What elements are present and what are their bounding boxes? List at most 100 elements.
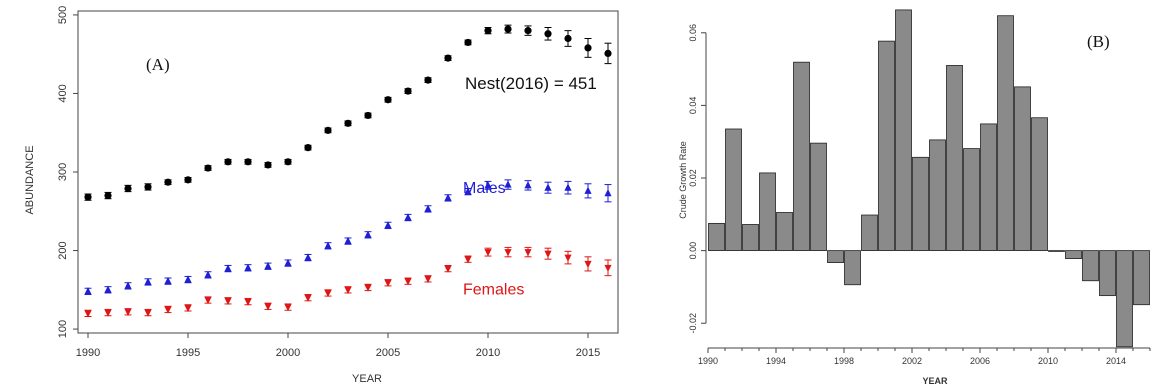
data-point — [304, 253, 312, 261]
data-point — [244, 263, 252, 271]
data-point — [564, 183, 572, 191]
bar — [742, 224, 759, 252]
data-point — [84, 193, 92, 201]
bar — [861, 214, 878, 252]
bar — [1133, 250, 1150, 306]
data-point — [464, 256, 472, 264]
panel-b-label: (B) — [1087, 32, 1110, 51]
bar — [929, 139, 946, 252]
x-tick-label: 2010 — [1038, 356, 1058, 366]
y-tick-label: -0.02 — [688, 313, 698, 334]
bar — [708, 222, 725, 252]
bar — [878, 40, 895, 252]
data-point — [224, 297, 232, 305]
data-point — [164, 276, 172, 285]
data-point — [224, 264, 232, 272]
data-point — [424, 204, 432, 212]
data-point — [444, 193, 452, 201]
data-point — [564, 34, 572, 43]
data-point — [344, 286, 352, 295]
data-point — [544, 30, 552, 38]
data-point — [584, 186, 592, 194]
panel-b-y-axis-label: Crude Growth Rate — [678, 141, 688, 219]
data-point — [384, 279, 392, 287]
x-tick-label: 2000 — [276, 347, 300, 359]
data-point — [364, 230, 372, 238]
data-point — [284, 158, 292, 166]
data-point — [164, 178, 172, 186]
data-point — [104, 285, 112, 293]
data-point — [464, 38, 472, 47]
data-point — [84, 287, 92, 295]
data-point — [464, 187, 472, 195]
data-point — [544, 250, 552, 258]
data-point — [444, 54, 452, 62]
x-tick-label: 2014 — [1106, 356, 1126, 366]
x-tick-label: 1995 — [176, 347, 200, 359]
bar — [759, 172, 776, 252]
data-point — [524, 249, 532, 257]
data-point — [204, 270, 212, 278]
data-point — [444, 265, 452, 273]
data-point — [484, 27, 492, 35]
data-point — [264, 303, 272, 311]
y-tick-label: 400 — [57, 84, 69, 102]
bar — [844, 250, 861, 286]
bar — [810, 142, 827, 252]
panel-a-scatter-chart: 1990 1995 2000 2005 2010 2015100200300400500 … — [24, 6, 619, 385]
bar — [1031, 117, 1048, 252]
data-point — [164, 306, 172, 314]
data-point — [244, 158, 252, 166]
bar — [980, 123, 997, 252]
data-point — [304, 294, 312, 302]
data-point — [384, 221, 392, 229]
data-point — [204, 164, 212, 172]
bar — [827, 250, 844, 263]
bar — [912, 156, 929, 252]
data-point — [244, 298, 252, 306]
bar — [776, 212, 793, 252]
y-tick-label: 0.02 — [688, 169, 698, 187]
data-point — [604, 189, 612, 197]
y-tick-label: 100 — [57, 320, 69, 338]
data-point — [604, 264, 612, 273]
data-point — [584, 260, 592, 269]
series-label: Females — [463, 282, 524, 299]
data-point — [544, 183, 552, 191]
data-point — [224, 158, 232, 166]
data-point — [324, 126, 332, 134]
data-point — [184, 304, 192, 313]
y-tick-label: 200 — [57, 241, 69, 259]
x-tick-label: 2005 — [376, 347, 400, 359]
panel-b-axes: -0.02 0.00 0.02 0.04 0.06 1990 1994 1998 2002 200… — [688, 24, 1151, 366]
bar — [997, 15, 1014, 252]
data-point — [264, 161, 272, 169]
panel-b-bar-chart: -0.02 0.00 0.02 0.04 0.06 1990 1994 1998 2002 200… — [678, 9, 1151, 386]
data-point — [304, 144, 312, 152]
data-point — [204, 297, 212, 305]
data-point — [84, 310, 92, 318]
x-tick-label: 1994 — [766, 356, 786, 366]
panel-b-bars — [708, 9, 1150, 348]
y-tick-label: 0.00 — [688, 242, 698, 260]
bar — [895, 9, 912, 252]
bar — [725, 128, 742, 252]
data-point — [524, 27, 532, 35]
data-point — [424, 76, 432, 84]
data-point — [104, 191, 112, 200]
data-point — [524, 181, 532, 189]
panel-a-y-axis-label: ABUNDANCE — [24, 145, 36, 214]
data-point — [364, 284, 372, 292]
data-point — [404, 213, 412, 221]
x-tick-label: 1998 — [834, 356, 854, 366]
data-point — [604, 49, 612, 58]
data-point — [124, 184, 132, 193]
y-tick-label: 0.06 — [688, 24, 698, 42]
data-point — [484, 181, 492, 189]
bar — [1082, 250, 1099, 282]
panel-a-x-axis-label: YEAR — [352, 373, 382, 385]
series-label: Males — [463, 180, 506, 197]
data-point — [104, 309, 112, 317]
panel-a-label: (A) — [146, 55, 170, 74]
x-tick-label: 2002 — [902, 356, 922, 366]
